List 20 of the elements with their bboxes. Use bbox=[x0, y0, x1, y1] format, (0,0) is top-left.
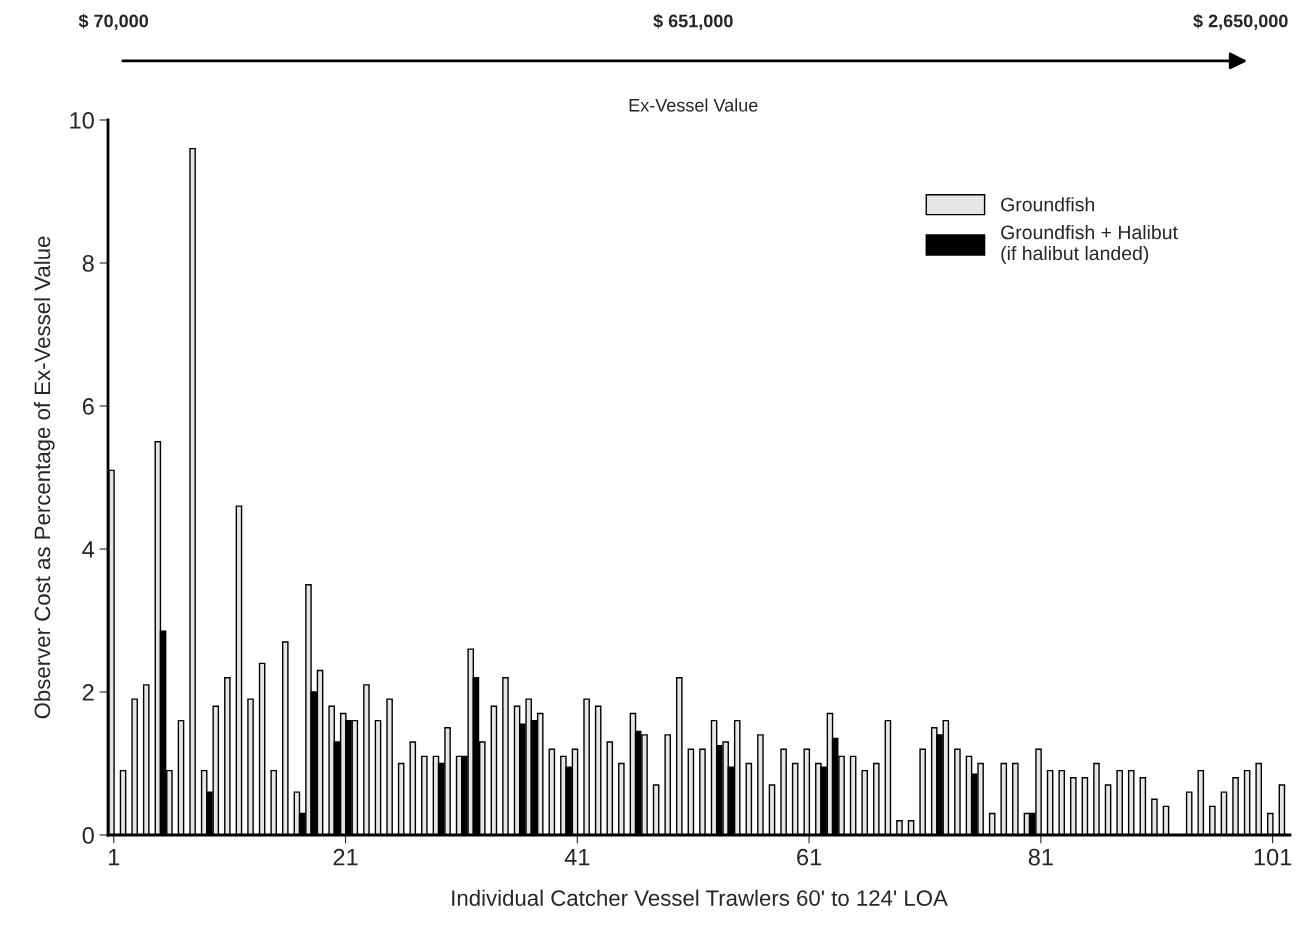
text: Ex-Vessel Value bbox=[629, 98, 758, 112]
x-tick-label: 41 bbox=[564, 849, 590, 866]
text: $ 2,650,000 bbox=[1193, 13, 1288, 30]
x-tick-label: 61 bbox=[797, 848, 822, 866]
x-tick-label: 101 bbox=[1254, 848, 1292, 866]
text: $ 70,000 bbox=[78, 13, 149, 30]
y-tick-label: 4 bbox=[82, 541, 95, 558]
y-tick-label: 8 bbox=[82, 255, 94, 272]
x-tick-label: 21 bbox=[333, 848, 358, 866]
y-tick-label: 0 bbox=[82, 827, 94, 844]
legend-label: Groundfish + Halibut (if halibut landed) bbox=[1001, 224, 1178, 265]
x-axis-title: Individual Catcher Vessel Trawlers 60' to 124' LOA bbox=[452, 889, 948, 906]
y-tick-label: 6 bbox=[82, 398, 94, 415]
y-axis-title: Observer Cost as Percentage of Ex-Vessel Value bbox=[33, 236, 55, 719]
y-tick-label: 10 bbox=[70, 112, 94, 129]
y-tick-label: 2 bbox=[82, 684, 94, 701]
legend-label: Groundfish bbox=[1001, 197, 1094, 212]
text: $ 651,000 bbox=[653, 13, 733, 30]
x-tick-label: 1 bbox=[109, 849, 120, 866]
x-tick-label: 81 bbox=[1028, 848, 1053, 866]
